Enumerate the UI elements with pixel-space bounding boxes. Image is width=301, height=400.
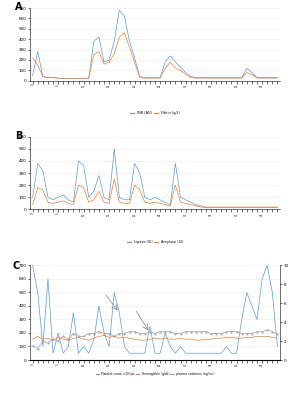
Legend: Lipase (IU), Amylase (IU): Lipase (IU), Amylase (IU) xyxy=(125,239,185,246)
Text: B: B xyxy=(15,131,23,141)
Text: A: A xyxy=(15,2,23,12)
Legend: Platelet count ×10³/μL, Hemoglobin (g/dL), plasma sirolimus (ng/mL): Platelet count ×10³/μL, Hemoglobin (g/dL… xyxy=(95,371,216,377)
Text: C: C xyxy=(13,261,20,271)
Legend: INR (AU), Fibrin (g/L): INR (AU), Fibrin (g/L) xyxy=(129,110,181,117)
